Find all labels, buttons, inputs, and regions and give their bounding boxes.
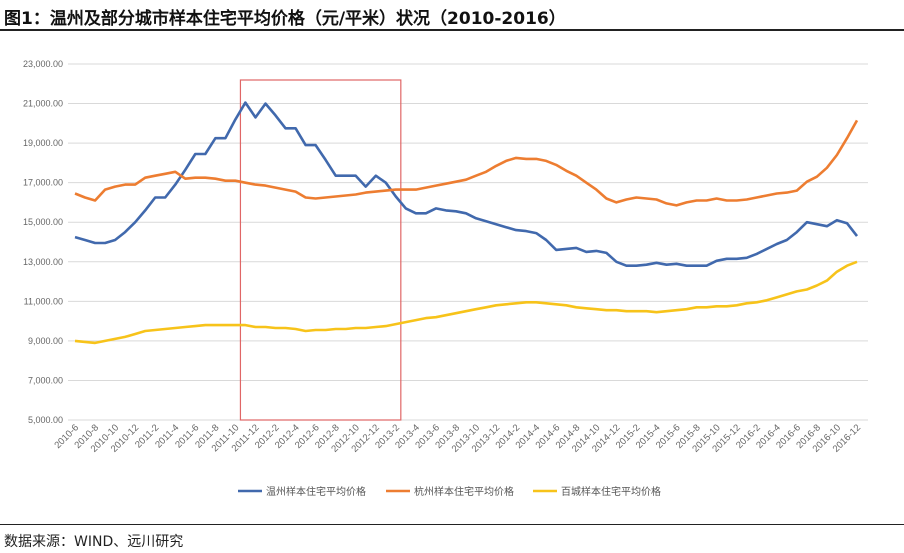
series-line-0 (74, 101, 859, 268)
gridlines (68, 63, 868, 421)
x-axis-ticks: 2010-62010-82010-102010-122011-22011-420… (52, 422, 863, 454)
y-tick-label: 13,000.00 (23, 257, 63, 267)
legend: 温州样本住宅平均价格 杭州样本住宅平均价格 百城样本住宅平均价格 (238, 485, 661, 498)
y-tick-label: 21,000.00 (23, 99, 63, 109)
legend-label-1: 杭州样本住宅平均价格 (414, 485, 514, 498)
y-tick-label: 23,000.00 (23, 59, 63, 69)
series-lines (74, 101, 859, 345)
chart-title: 图1：温州及部分城市样本住宅平均价格（元/平米）状况（2010-2016） (4, 9, 566, 29)
footer-divider (0, 524, 904, 525)
y-tick-label: 9,000.00 (28, 336, 63, 346)
y-tick-label: 17,000.00 (23, 178, 63, 188)
y-tick-label: 5,000.00 (28, 415, 63, 425)
title-divider (0, 29, 904, 31)
legend-label-2: 百城样本住宅平均价格 (561, 485, 661, 498)
highlight-rectangle (239, 79, 402, 421)
source-note: 数据来源：WIND、远川研究 (4, 534, 184, 550)
y-tick-label: 15,000.00 (23, 217, 63, 227)
y-tick-label: 11,000.00 (24, 296, 63, 306)
y-axis-ticks: 5,000.00 7,000.00 9,000.00 11,000.00 13,000.… (23, 59, 63, 425)
y-tick-label: 7,000.00 (28, 375, 63, 385)
highlight-box (239, 79, 402, 421)
series-line-2 (74, 260, 858, 345)
y-tick-label: 19,000.00 (23, 138, 63, 148)
series-line-1 (74, 119, 859, 207)
legend-label-0: 温州样本住宅平均价格 (266, 485, 366, 498)
